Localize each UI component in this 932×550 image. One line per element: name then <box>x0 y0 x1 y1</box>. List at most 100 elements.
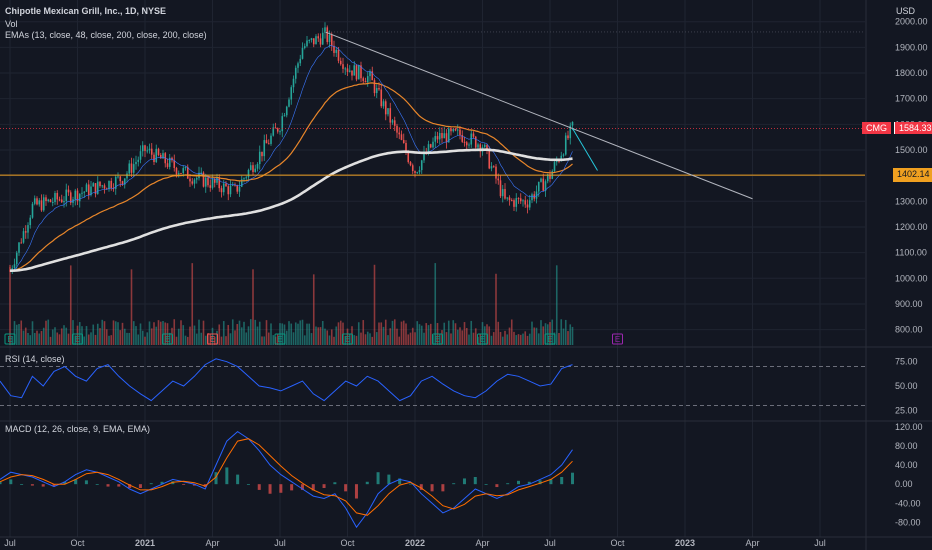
volume-bar <box>533 327 536 345</box>
candle-body <box>146 150 149 152</box>
candle-body <box>369 71 371 77</box>
volume-bar <box>112 320 115 345</box>
candle-body <box>175 167 178 175</box>
ema-13-line <box>9 45 573 271</box>
macd-histogram-bar <box>117 484 121 487</box>
volume-bar <box>180 320 182 345</box>
candle-body <box>101 185 104 187</box>
volume-bar <box>373 264 376 345</box>
macd-tick-label: 40.00 <box>895 460 918 470</box>
level-tag: 1402.14 <box>893 168 932 182</box>
macd-histogram-bar <box>549 479 553 485</box>
volume-bar <box>362 320 365 345</box>
earnings-marker-label: E <box>165 335 170 344</box>
candle-body <box>283 115 286 117</box>
candle-body <box>384 101 387 115</box>
volume-bar <box>380 322 383 345</box>
volume-bar <box>135 326 137 345</box>
volume-bar <box>405 323 407 345</box>
volume-bar <box>297 323 299 345</box>
volume-bar <box>47 319 50 345</box>
price-tick-label: 1500.00 <box>895 145 928 155</box>
volume-bar <box>193 325 196 345</box>
candle-body <box>420 160 423 171</box>
volume-bar <box>555 265 558 345</box>
candle-body <box>515 198 518 207</box>
candle-body <box>33 198 36 204</box>
volume-bar <box>27 332 29 345</box>
candle-body <box>558 160 560 162</box>
macd-histogram-bar <box>160 481 164 485</box>
volume-bar <box>301 319 304 345</box>
candle-body <box>427 144 430 154</box>
volume-bar <box>36 330 38 345</box>
macd-line <box>0 430 573 529</box>
volume-bar <box>515 335 518 345</box>
candle-body <box>486 144 488 149</box>
vol-label: Vol <box>5 19 18 29</box>
volume-bar <box>256 326 259 345</box>
volume-bar <box>330 329 333 345</box>
volume-bar <box>128 332 131 345</box>
candle-body <box>180 173 182 175</box>
candle-body <box>546 174 549 182</box>
candle-body <box>83 191 86 193</box>
volume-bar <box>429 323 432 345</box>
volume-bar <box>344 335 347 345</box>
volume-bar <box>315 326 317 345</box>
candle-body <box>528 200 531 208</box>
macd-histogram-bar <box>452 483 456 485</box>
ema-48-line <box>9 82 573 272</box>
volume-bar <box>479 333 482 345</box>
macd-histogram-bar <box>527 481 531 485</box>
volume-bar <box>58 334 61 345</box>
volume-bar <box>60 328 63 345</box>
volume-bar <box>105 329 108 345</box>
volume-bar <box>204 335 207 345</box>
volume-bar <box>497 321 500 345</box>
volume-bar <box>308 323 311 345</box>
price-tick-label: 1100.00 <box>895 248 927 258</box>
candle-body <box>402 139 405 144</box>
candle-body <box>299 58 302 64</box>
price-tick-label: 1200.00 <box>895 222 928 232</box>
candle-body <box>396 125 398 133</box>
candle-body <box>459 129 461 136</box>
volume-bar <box>294 322 297 345</box>
volume-bar <box>240 327 243 345</box>
candle-body <box>227 186 230 195</box>
candle-body <box>501 189 504 197</box>
candle-body <box>281 116 284 132</box>
volume-bar <box>15 324 18 345</box>
volume-bar <box>9 264 11 345</box>
candle-body <box>297 63 299 68</box>
rsi-line <box>0 358 573 402</box>
volume-bar <box>447 320 450 345</box>
candle-body <box>405 143 407 153</box>
volume-bar <box>378 322 380 345</box>
earnings-marker-label: E <box>615 335 620 344</box>
volume-bar <box>191 263 194 345</box>
volume-bar <box>319 327 322 345</box>
volume-bar <box>501 336 504 345</box>
earnings-marker <box>342 333 353 345</box>
candle-body <box>506 197 509 199</box>
volume-bar <box>443 322 446 345</box>
candle-body <box>173 160 176 168</box>
volume-bar <box>38 333 41 345</box>
candle-body <box>380 89 383 107</box>
macd-histogram-bar <box>560 477 564 485</box>
volume-bar <box>519 334 522 345</box>
earnings-marker-label: E <box>480 335 485 344</box>
macd-histogram-bar <box>506 483 510 485</box>
earnings-marker-label: E <box>7 335 12 344</box>
volume-bar <box>366 331 369 345</box>
macd-histogram-bar <box>290 484 294 491</box>
candle-body <box>135 161 137 165</box>
candle-body <box>128 163 131 174</box>
volume-bar <box>427 325 430 345</box>
candle-body <box>211 178 214 188</box>
candle-body <box>276 128 279 132</box>
volume-bar <box>123 328 126 345</box>
